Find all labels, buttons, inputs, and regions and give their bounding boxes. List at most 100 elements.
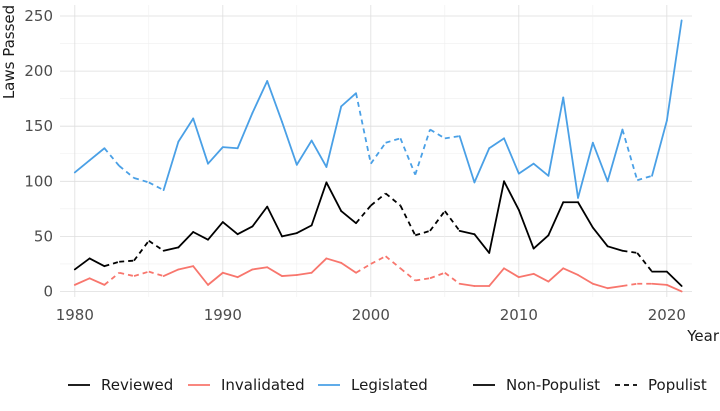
legislated-line-segment [310, 139, 328, 168]
y-tick-label: 250 [24, 7, 53, 25]
series-layer [73, 19, 683, 293]
invalidated-line-segment [562, 267, 579, 276]
invalidated-line-segment [444, 272, 461, 285]
legislated-line-segment [636, 174, 653, 182]
reviewed-line-segment [88, 257, 106, 268]
invalidated-line-segment [665, 283, 683, 293]
reviewed-line-segment [177, 231, 195, 249]
legislated-line-segment [73, 159, 91, 174]
legislated-line-segment [606, 128, 624, 183]
invalidated-line-segment [162, 268, 180, 277]
invalidated-line-segment [236, 268, 254, 279]
reviewed-line-segment [458, 229, 476, 236]
y-axis-title: Laws Passed [0, 5, 18, 99]
reviewed-line-segment [517, 209, 535, 250]
legislated-line-segment [251, 80, 269, 114]
legend: Reviewed Invalidated Legislated Non-Populis… [68, 376, 707, 394]
reviewed-line-segment [591, 226, 609, 248]
reviewed-line-segment [221, 221, 239, 236]
legislated-line-segment [266, 80, 283, 123]
invalidated-line-segment [207, 271, 224, 286]
reviewed-line-segment [444, 210, 461, 232]
legend-label: Legislated [351, 376, 428, 394]
legislated-line-segment [651, 119, 668, 177]
legislated-line-segment [577, 141, 594, 199]
legislated-line-segment [133, 177, 150, 184]
legislated-line-segment [414, 129, 431, 175]
legislated-line-segment [385, 137, 401, 144]
legislated-line-segment [162, 140, 180, 192]
reviewed-line-segment [295, 224, 313, 234]
invalidated-line-segment [651, 282, 668, 286]
invalidated-line-segment [310, 257, 328, 274]
invalidated-line-segment [221, 271, 239, 279]
invalidated-line-segment [266, 266, 283, 277]
y-tick-label: 150 [24, 117, 53, 135]
reviewed-line-segment [622, 249, 638, 254]
legislated-line-segment [621, 129, 639, 181]
invalidated-line-segment [399, 267, 416, 282]
reviewed-line-segment [310, 181, 328, 227]
legend-label: Reviewed [101, 376, 173, 394]
reviewed-line-segment [399, 205, 417, 236]
legislated-line-segment [562, 96, 579, 199]
invalidated-line-segment [606, 285, 624, 290]
reviewed-line-segment [119, 259, 135, 263]
invalidated-line-segment [133, 270, 150, 277]
legislated-line-segment [488, 137, 505, 150]
reviewed-line-segment [192, 231, 209, 241]
reviewed-line-segment [281, 232, 298, 238]
invalidated-line-segment [503, 267, 520, 279]
legislated-line-segment [458, 135, 476, 184]
invalidated-line-segment [622, 282, 638, 287]
invalidated-line-segment [251, 266, 269, 271]
legend-label: Invalidated [221, 376, 305, 394]
legislated-line-segment [444, 135, 460, 140]
reviewed-line-segment [236, 225, 254, 236]
reviewed-line-segment [340, 210, 357, 225]
invalidated-line-segment [577, 274, 594, 285]
invalidated-line-segment [355, 263, 372, 274]
grid-layer [60, 5, 692, 297]
invalidated-line-segment [429, 271, 446, 280]
x-tick-label: 2010 [500, 306, 538, 324]
reviewed-line-segment [636, 252, 653, 273]
reviewed-line-segment [104, 260, 120, 268]
legislated-line-segment [207, 146, 224, 165]
reviewed-line-segment [385, 192, 401, 207]
legislated-line-segment [148, 181, 165, 191]
legend-label: Non-Populist [506, 376, 600, 394]
legislated-line-segment [325, 105, 343, 168]
legislated-line-segment [221, 146, 239, 150]
legislated-line-segment [295, 139, 313, 166]
reviewed-line-segment [207, 221, 224, 241]
x-tick-labels: 1980 1990 2000 2010 2020 [56, 306, 686, 324]
x-axis-title: Year [686, 327, 720, 345]
y-tick-label: 50 [34, 227, 53, 245]
reviewed-line-segment [414, 230, 431, 237]
reviewed-line-segment [488, 180, 505, 254]
reviewed-line-segment [370, 192, 387, 207]
reviewed-line-segment [503, 180, 520, 211]
invalidated-line-segment [103, 272, 120, 286]
invalidated-line-segment [370, 255, 387, 265]
legislated-line-segment [355, 92, 372, 164]
invalidated-line-segment [73, 277, 91, 286]
reviewed-line-segment [547, 201, 565, 237]
legislated-line-segment [547, 96, 565, 177]
legislated-line-segment [103, 147, 120, 167]
legislated-line-segment [532, 162, 550, 177]
invalidated-line-segment [488, 267, 505, 287]
reviewed-line-segment [251, 205, 269, 228]
reviewed-line-segment [532, 234, 550, 250]
invalidated-line-segment [517, 272, 535, 279]
reviewed-line-segment [355, 204, 372, 224]
reviewed-line-segment [473, 233, 491, 254]
legislated-line-segment [118, 165, 135, 179]
legislated-line-segment [177, 117, 195, 143]
y-tick-label: 0 [43, 282, 53, 300]
invalidated-line-segment [532, 272, 550, 283]
reviewed-line-segment [429, 210, 446, 232]
legislated-line-segment [370, 142, 387, 165]
